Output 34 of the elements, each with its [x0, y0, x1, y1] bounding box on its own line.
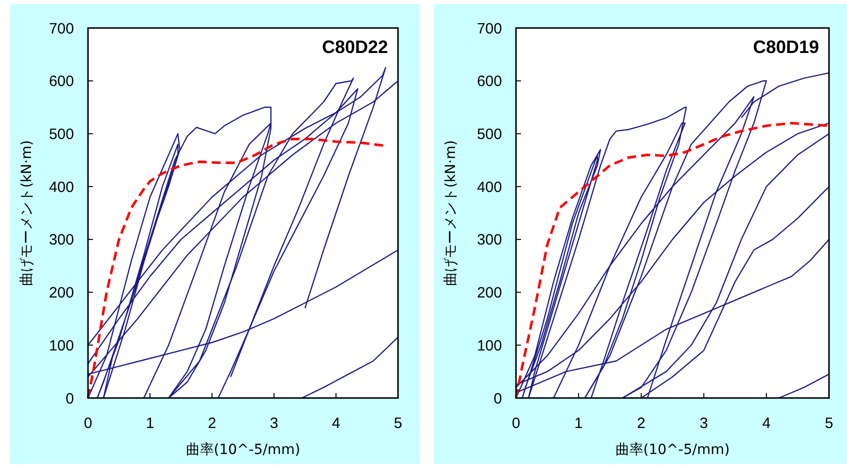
x-tick-label: 4 — [332, 415, 340, 432]
x-tick-label: 4 — [762, 415, 771, 432]
y-tick-label: 0 — [494, 390, 502, 408]
y-tick-label: 600 — [476, 73, 502, 90]
y-tick-label: 100 — [48, 337, 74, 354]
x-axis-title: 曲率(10^-5/mm) — [615, 442, 730, 458]
x-tick-label: 2 — [637, 415, 646, 432]
x-tick-label: 0 — [512, 415, 520, 432]
y-tick-label: 500 — [476, 126, 502, 143]
y-tick-label: 400 — [476, 178, 502, 196]
x-axis-title: 曲率(10^-5/mm) — [186, 442, 300, 458]
y-axis-title: 曲げモーメント(kN·m) — [19, 140, 35, 286]
y-tick-label: 200 — [476, 284, 502, 302]
y-tick-label: 400 — [48, 178, 74, 196]
x-tick-label: 1 — [146, 415, 154, 432]
y-tick-label: 500 — [48, 126, 74, 143]
y-tick-label: 200 — [48, 284, 74, 302]
y-tick-label: 600 — [48, 73, 74, 90]
y-tick-label: 300 — [476, 232, 502, 249]
y-axis-title: 曲げモーメント(kN·m) — [443, 140, 459, 286]
x-tick-label: 5 — [824, 415, 834, 432]
text: C80D22 — [322, 37, 388, 57]
y-tick-label: 100 — [476, 337, 502, 354]
x-tick-label: 1 — [574, 415, 583, 432]
text: C80D19 — [752, 37, 819, 57]
x-tick-label: 2 — [208, 415, 216, 432]
y-tick-label: 700 — [48, 20, 74, 38]
x-tick-label: 5 — [394, 415, 402, 432]
x-tick-label: 0 — [84, 415, 92, 432]
x-tick-label: 3 — [270, 415, 278, 432]
y-tick-label: 700 — [476, 20, 502, 38]
y-tick-label: 0 — [66, 390, 74, 408]
x-tick-label: 3 — [700, 415, 708, 432]
y-tick-label: 300 — [48, 232, 74, 249]
